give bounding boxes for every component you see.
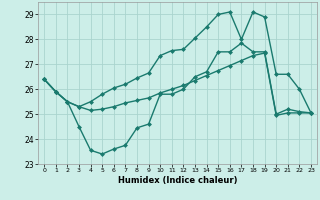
- X-axis label: Humidex (Indice chaleur): Humidex (Indice chaleur): [118, 176, 237, 185]
